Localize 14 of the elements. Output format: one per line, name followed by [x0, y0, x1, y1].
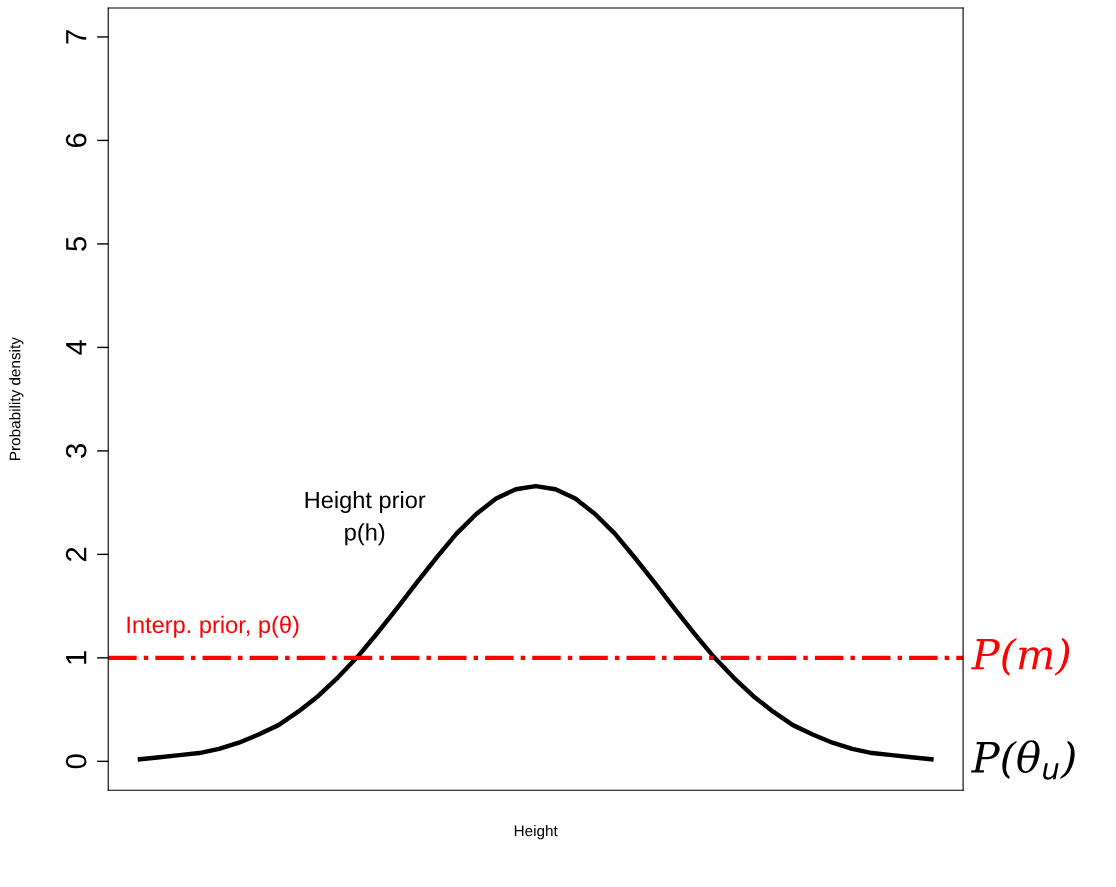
text: P(θ$_{u}$): [971, 740, 1075, 780]
y-axis-title: Probability density: [9, 337, 24, 460]
y-tick-label: 5: [66, 237, 87, 251]
y-tick-label: 1: [66, 651, 87, 664]
annotation: Height prior p(h): [305, 491, 426, 546]
y-tick-label: 3: [65, 444, 87, 458]
y-tick-label: 4: [66, 340, 87, 355]
ref-line-label: P(m): [971, 637, 1070, 676]
y-tick-label: 6: [65, 133, 87, 148]
y-tick-label: 7: [66, 30, 87, 44]
annotation: Interp. prior, p(θ): [127, 615, 299, 638]
y-tick-label: 2: [65, 547, 87, 562]
x-axis-title: Height: [514, 825, 558, 840]
y-tick-label: 0: [65, 754, 87, 769]
